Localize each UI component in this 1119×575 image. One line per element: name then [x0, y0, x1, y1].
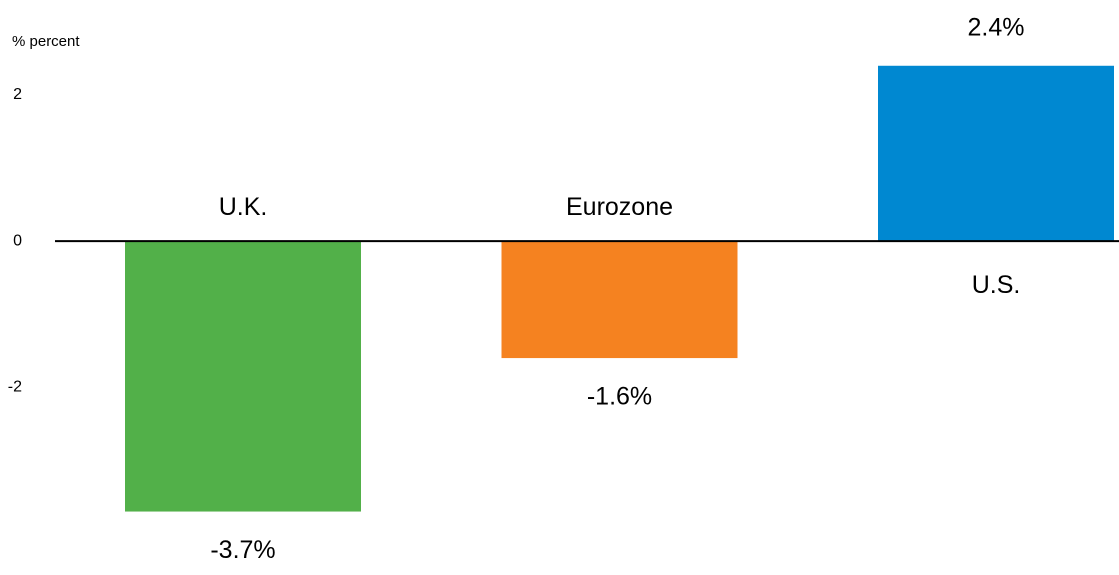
y-tick-label: -2: [8, 379, 22, 396]
category-label: U.K.: [219, 193, 268, 221]
value-label: -3.7%: [210, 536, 275, 564]
bar: [501, 241, 738, 359]
bar: [125, 241, 361, 512]
bar: [878, 65, 1114, 242]
y-tick-label: 2: [13, 86, 22, 103]
value-label: 2.4%: [968, 13, 1025, 41]
y-axis-label: % percent: [12, 33, 80, 50]
category-label: Eurozone: [566, 193, 673, 221]
y-tick-label: 0: [13, 232, 22, 249]
value-label: -1.6%: [587, 383, 652, 411]
category-label: U.S.: [972, 271, 1021, 299]
